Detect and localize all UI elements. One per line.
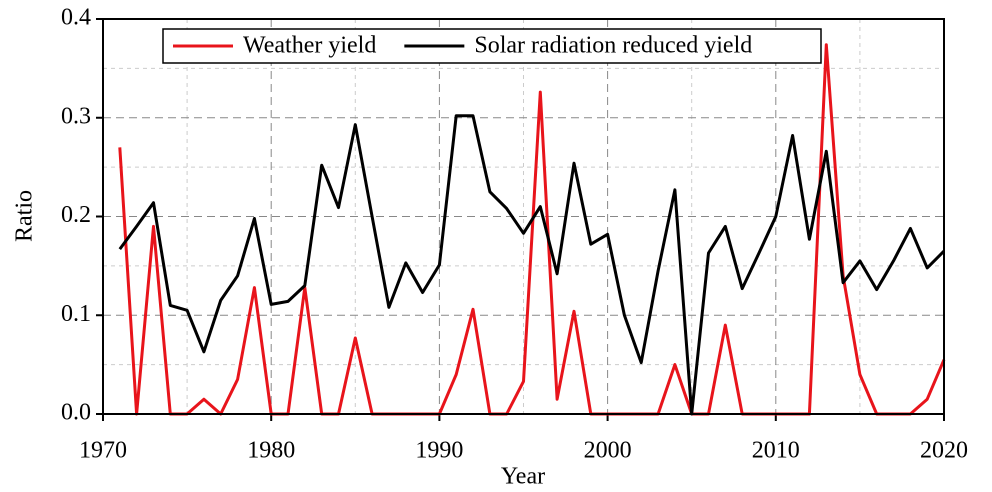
y-tick-label: 0.4: [61, 5, 91, 31]
y-axis-label: Ratio: [12, 190, 38, 242]
x-tick-label: 1980: [247, 438, 295, 464]
x-tick-label: 2010: [752, 438, 800, 464]
x-tick-label: 2000: [584, 438, 632, 464]
x-axis-label: Year: [501, 464, 545, 490]
x-tick-label: 1990: [415, 438, 463, 464]
y-tick-label: 0.3: [61, 103, 91, 129]
x-tick-label: 2020: [920, 438, 968, 464]
series-line: [118, 114, 946, 416]
legend-label: Weather yield: [243, 33, 376, 59]
series-line: [118, 43, 946, 416]
y-tick-label: 0.1: [61, 301, 91, 327]
y-tick-label: 0.0: [61, 400, 91, 426]
y-tick-label: 0.2: [61, 202, 91, 228]
legend-label: Solar radiation reduced yield: [474, 33, 752, 59]
x-tick-label: 1970: [79, 438, 127, 464]
legend-box: [162, 28, 822, 64]
plot-frame: [102, 18, 945, 415]
